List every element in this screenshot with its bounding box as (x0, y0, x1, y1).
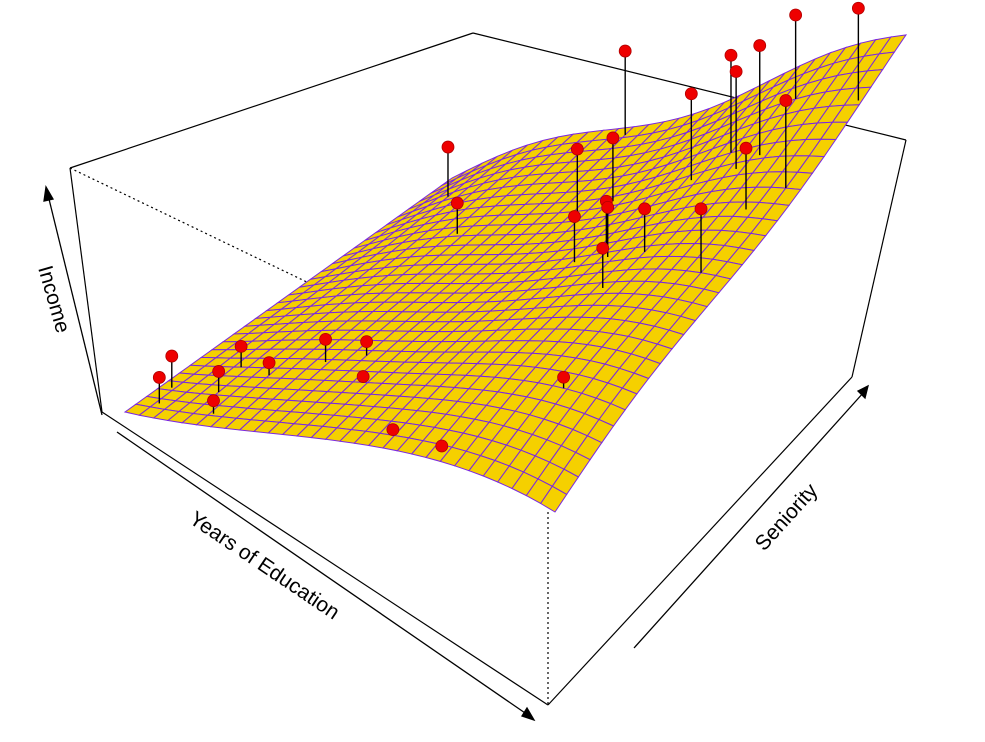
data-point (789, 8, 803, 22)
surface-layer (123, 34, 908, 513)
data-point (568, 210, 581, 223)
data-point (207, 394, 220, 408)
data-point (212, 365, 226, 378)
bounding-box (69, 32, 907, 706)
box-edge-hidden-bottom (547, 376, 853, 706)
seniority-arrowhead-icon (856, 384, 869, 400)
data-point (435, 439, 449, 453)
data-point (319, 332, 332, 346)
data-point (360, 335, 374, 349)
data-point (606, 131, 620, 145)
seniority-axis-label: Seniority (751, 479, 823, 555)
data-point (234, 339, 248, 353)
education-arrowhead-icon (521, 706, 536, 722)
data-point (557, 370, 571, 384)
data-point (753, 39, 767, 52)
income-arrowhead-icon (43, 185, 55, 202)
data-point (165, 349, 179, 363)
data-point (596, 241, 610, 255)
box-edge-top-back (69, 32, 474, 169)
axis-arrows (43, 185, 869, 722)
data-point (638, 202, 652, 216)
data-point (570, 142, 584, 156)
box-edge-right (851, 139, 907, 378)
education-axis-arrow (116, 431, 529, 716)
points-layer (152, 1, 865, 453)
data-point (262, 356, 276, 370)
data-point (618, 44, 632, 58)
data-point (441, 140, 455, 154)
data-point (152, 371, 166, 384)
box-edge-left (69, 167, 103, 413)
box-edge-bottom-left (101, 411, 549, 706)
data-point (694, 202, 708, 216)
data-point (739, 141, 753, 155)
data-point (601, 200, 615, 214)
data-point (684, 87, 698, 101)
data-point (356, 370, 370, 383)
data-point (779, 94, 793, 107)
data-point (386, 423, 400, 437)
data-point (724, 48, 738, 62)
surface-cell (539, 485, 568, 513)
education-axis-label: Years of Education (185, 507, 343, 624)
data-point (851, 1, 865, 15)
data-point (729, 65, 743, 78)
data-point (450, 196, 464, 210)
income-axis-label: Income (33, 263, 74, 336)
seniority-axis-arrow (633, 391, 865, 649)
income-axis-arrow (47, 194, 103, 416)
